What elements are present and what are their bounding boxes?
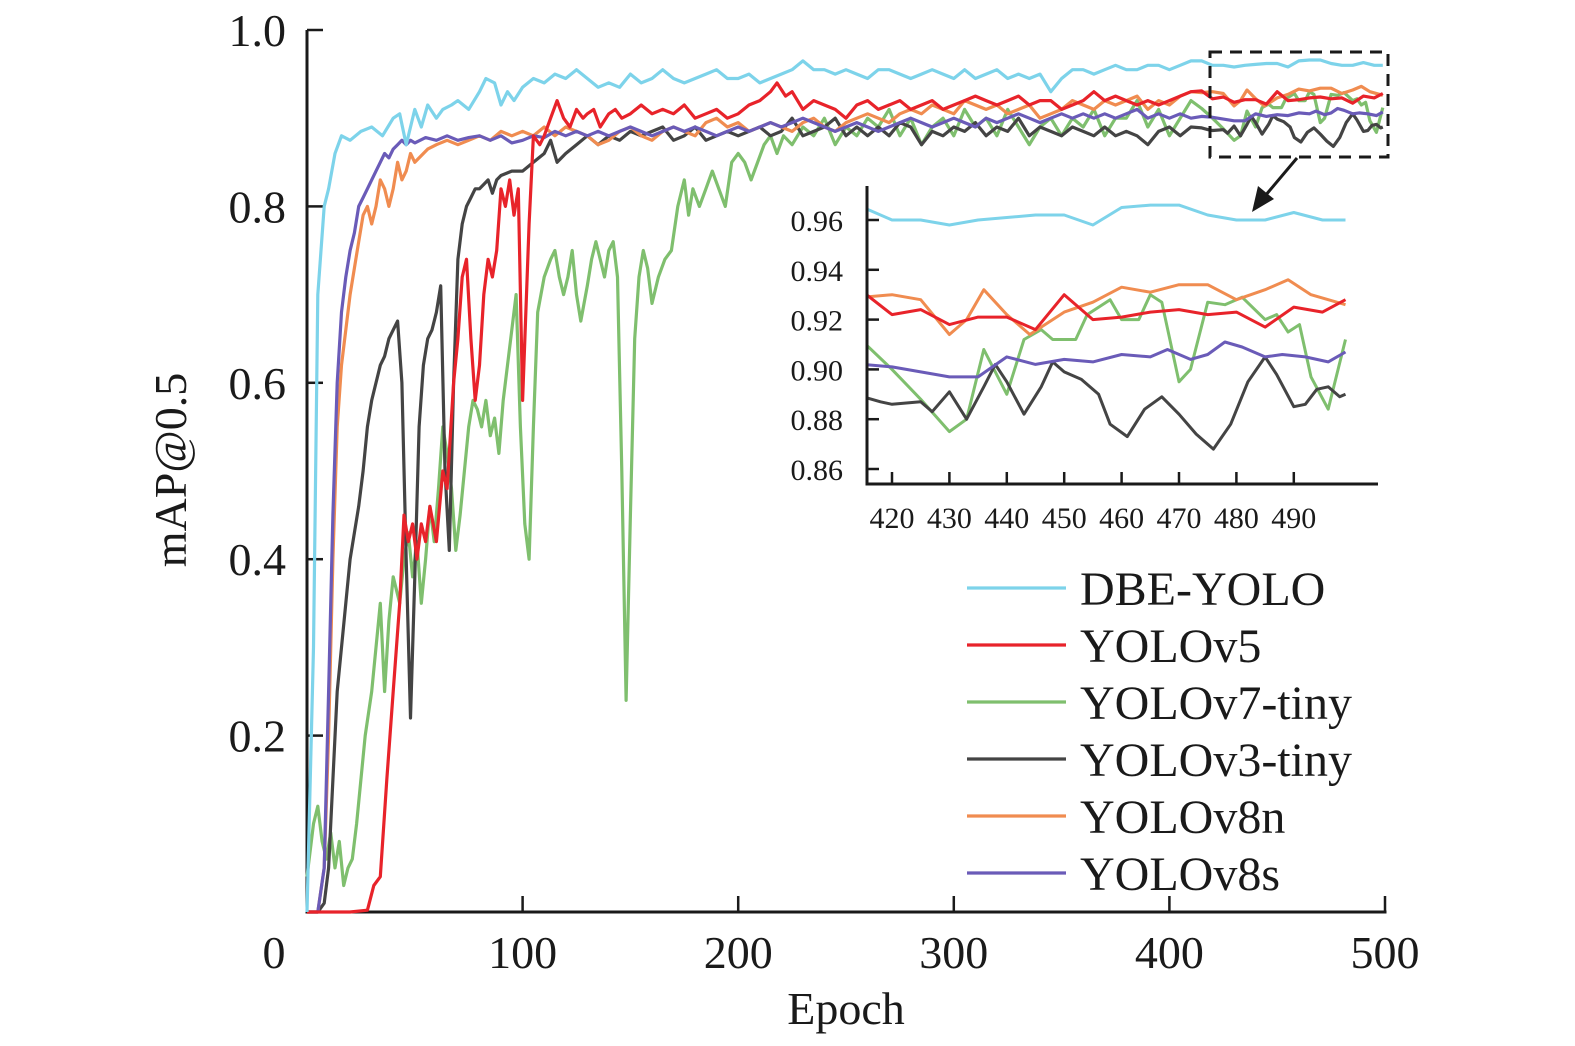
zoom-arrow-icon xyxy=(1252,157,1299,212)
y-tick-label-0.4: 0.4 xyxy=(229,534,287,585)
arrow-head xyxy=(1252,186,1274,212)
inset-y-tick-label-0.92: 0.92 xyxy=(791,305,844,338)
inset-x-tick-label-480: 480 xyxy=(1214,502,1259,535)
inset-axes: 420 430 440 450 460 470 480 490 0.86 0.88 0.90 0.92… xyxy=(791,186,1378,535)
main-axes: 0 100 200 300 400 500 0.2 0.4 0.6 0.8 1.0 xyxy=(229,5,1420,978)
inset-y-tick-label-0.88: 0.88 xyxy=(791,404,844,437)
x-tick-label-0: 0 xyxy=(263,927,286,978)
inset-x-tick-label-440: 440 xyxy=(984,502,1029,535)
y-tick-label-1: 1.0 xyxy=(229,5,287,56)
inset-series-line-yolov3-tiny xyxy=(867,355,1347,451)
inset-x-tick-label-430: 430 xyxy=(927,502,972,535)
y-tick-label-0.2: 0.2 xyxy=(229,711,287,762)
x-tick-label-400: 400 xyxy=(1135,927,1204,978)
inset-lines xyxy=(867,203,1347,451)
series-line-dbe-yolo xyxy=(305,58,1383,913)
legend-label-yolov8n: YOLOv8n xyxy=(1080,791,1285,844)
legend-item-yolov3-tiny: YOLOv3-tiny xyxy=(967,734,1352,787)
inset-x-tick-label-460: 460 xyxy=(1099,502,1144,535)
y-tick-label-0.8: 0.8 xyxy=(229,181,287,232)
x-tick-label-500: 500 xyxy=(1351,927,1420,978)
inset-series-line-yolov8s xyxy=(867,340,1347,379)
x-axis-title: Epoch xyxy=(787,983,905,1034)
zoom-region-box xyxy=(1208,50,1390,159)
y-tick-label-0.6: 0.6 xyxy=(229,358,287,409)
inset-series-line-yolov5 xyxy=(867,293,1347,332)
inset-y-tick-label-0.94: 0.94 xyxy=(791,255,844,288)
legend-label-yolov8s: YOLOv8s xyxy=(1080,848,1280,901)
inset-y-tick-label-0.9: 0.90 xyxy=(791,354,844,387)
legend-label-yolov5: YOLOv5 xyxy=(1080,620,1261,673)
inset-series-line-yolov8n xyxy=(867,278,1346,336)
legend-item-dbe-yolo: DBE-YOLO xyxy=(967,563,1325,616)
legend-item-yolov8s: YOLOv8s xyxy=(967,848,1280,901)
inset-series-line-dbe-yolo xyxy=(867,203,1346,227)
legend-label-yolov7-tiny: YOLOv7-tiny xyxy=(1080,677,1352,730)
inset-y-tick-label-0.86: 0.86 xyxy=(791,454,844,487)
legend-label-dbe-yolo: DBE-YOLO xyxy=(1080,563,1325,616)
legend-item-yolov7-tiny: YOLOv7-tiny xyxy=(967,677,1352,730)
inset-series-line-yolov7-tiny xyxy=(867,293,1347,434)
legend-label-yolov3-tiny: YOLOv3-tiny xyxy=(1080,734,1352,787)
inset-x-tick-label-490: 490 xyxy=(1271,502,1316,535)
x-tick-label-100: 100 xyxy=(488,927,557,978)
inset-x-tick-label-470: 470 xyxy=(1157,502,1202,535)
inset-y-tick-label-0.96: 0.96 xyxy=(791,205,844,238)
inset-series-group xyxy=(867,203,1347,451)
legend: DBE-YOLOYOLOv5YOLOv7-tinyYOLOv3-tinyYOLO… xyxy=(967,563,1352,901)
inset-x-tick-label-450: 450 xyxy=(1042,502,1087,535)
legend-item-yolov8n: YOLOv8n xyxy=(967,791,1285,844)
arrow-shaft xyxy=(1263,157,1299,197)
x-tick-label-200: 200 xyxy=(704,927,773,978)
legend-item-yolov5: YOLOv5 xyxy=(967,620,1261,673)
y-axis-title: mAP@0.5 xyxy=(145,373,196,567)
series-line-yolov8n xyxy=(307,84,1384,914)
zoom-region-rect xyxy=(1208,50,1390,159)
inset-x-tick-label-420: 420 xyxy=(870,502,915,535)
series-line-yolov5 xyxy=(307,81,1384,914)
x-tick-label-300: 300 xyxy=(919,927,988,978)
